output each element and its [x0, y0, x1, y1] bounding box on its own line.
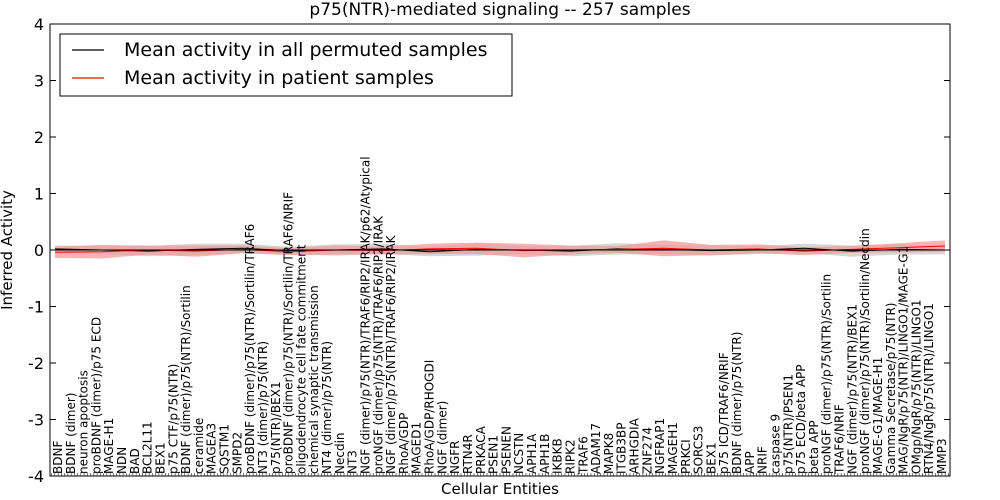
x-tick-label: ceramide [192, 418, 206, 474]
x-tick-label: NGF (dimer)/p75(NTR)/BEX1 [845, 304, 859, 474]
x-tick-label: BEX1 [153, 442, 167, 474]
x-tick-label: proBDNF (dimer)/p75(NTR)/Sortilin/TRAF6 [243, 224, 257, 474]
x-tick-label: ZNF274 [640, 427, 654, 474]
x-tick-label: MAGEH1 [666, 422, 680, 474]
x-tick-label: BAD [128, 448, 142, 474]
legend-label: Mean activity in patient samples [124, 67, 434, 89]
x-tick-label: MAGEA3 [205, 423, 219, 474]
x-tick-label: RIPK2 [563, 439, 577, 474]
y-tick-label: 0 [34, 241, 44, 260]
x-tick-label: NT4 (dimer)/p75(NTR) [320, 341, 334, 474]
x-tick-label: p75 ECD/beta APP [794, 365, 808, 475]
x-tick-label: p75(NTR)/PSEN1 [781, 374, 795, 474]
x-tick-label: IKBKB [551, 438, 565, 474]
x-tick-label: MAG/NgR/p75(NTR)/LINGO1/MAGE-G1 [897, 246, 911, 474]
x-tick-label: RhoA/GDP/RHOGDI [423, 360, 437, 474]
x-tick-label: caspase 9 [768, 414, 782, 474]
x-tick-label: APH1B [538, 434, 552, 474]
x-tick-label: APP [743, 451, 757, 474]
x-tick-label: p75(NTR)/BEX1 [269, 381, 283, 474]
y-tick-label: 4 [34, 15, 44, 34]
x-tick-label: neuron apoptosis [77, 370, 91, 474]
y-tick-label: 3 [34, 72, 44, 91]
x-tick-label: ARHGDIA [628, 417, 642, 474]
x-tick-label: NGFR [448, 440, 462, 474]
y-axis-label: Inferred Activity [0, 190, 16, 310]
x-tick-label: MAGE-H1 [102, 418, 116, 474]
y-tick-label: -4 [28, 467, 44, 486]
x-tick-label: BDNF (dimer) [64, 393, 78, 475]
x-tick-label: proBDNF (dimer)/p75(NTR)/Sortilin/TRAF6/… [282, 192, 296, 474]
x-tick-label: NGFRAP1 [653, 418, 667, 474]
x-tick-label: MAGED1 [410, 422, 424, 474]
x-tick-label: p75 ICD/TRAF6/NRIF [717, 352, 731, 474]
x-tick-label: PSEN1 [487, 435, 501, 474]
x-tick-label: RTN4R [461, 434, 475, 474]
x-tick-label: OMgp/NgR/p75(NTR)/LINGO1 [909, 299, 923, 474]
plot-frame [49, 23, 951, 477]
x-axis-label: Cellular Entities [441, 480, 559, 498]
x-tick-label: NGF (dimer)/p75(NTR)/TRAF6/RIP2/IRAK [384, 234, 398, 474]
y-tick-label: 2 [34, 128, 44, 147]
x-tick-label: NCSTN [512, 433, 526, 474]
x-tick-label: NDN [115, 447, 129, 474]
x-tick-label: APH1A [525, 433, 539, 474]
x-tick-label: BDNF (dimer)/p75(NTR)/Sortilin [179, 285, 193, 474]
y-tick-label: -3 [28, 411, 44, 430]
x-tick-label: chemical synaptic transmission [307, 285, 321, 474]
x-tick-label: proNGF (dimer)/p75(NTR)/Sortilin [820, 274, 834, 474]
legend-label: Mean activity in all permuted samples [124, 39, 487, 61]
x-tick-label: PSENEN [499, 426, 513, 474]
x-tick-label: proBDNF (dimer)/p75 ECD [89, 317, 103, 474]
chart-title: p75(NTR)-mediated signaling -- 257 sampl… [309, 0, 690, 20]
y-tick-label: 1 [34, 185, 44, 204]
x-tick-label: NT3 [346, 450, 360, 474]
x-tick-label: SORCS3 [692, 426, 706, 474]
x-tick-label: MMP3 [935, 438, 949, 474]
x-tick-label: beta APP [807, 420, 821, 474]
x-tick-label: BEX1 [704, 442, 718, 474]
x-tick-label: PRKACA [474, 425, 488, 474]
x-tick-label: ITGB3BP [615, 422, 629, 474]
x-tick-label: TRAF6/NRIF [833, 404, 847, 475]
legend-box [59, 33, 513, 97]
x-tick-label: MAPK8 [602, 433, 616, 474]
x-tick-label: NGF (dimer) [435, 401, 449, 474]
x-tick-label: Gamma Secretase/p75(NTR) [884, 303, 898, 474]
x-tick-label: RTN4/NgR/p75(NTR)/LINGO1 [922, 303, 936, 474]
x-tick-label: NRIF [756, 446, 770, 474]
y-tick-label: -2 [28, 354, 44, 373]
x-tick-label: Necdin [333, 432, 347, 474]
x-tick-label: ADAM17 [589, 423, 603, 474]
x-tick-label: proNGF (dimer)/p75(NTR)/TRAF6/RIP2/IRAK [371, 215, 385, 474]
x-tick-label: MAGE-G1/MAGE-H1 [871, 357, 885, 474]
y-ticks: 4 3 2 1 0 -1 -2 -3 -4 [28, 15, 950, 486]
x-tick-label: BDNF (dimer)/p75(NTR) [730, 332, 744, 474]
x-tick-label: NT3 (dimer)/p75(NTR) [256, 341, 270, 474]
x-tick-label: PRKCI [679, 439, 693, 474]
x-tick-label: SQSTM1 [218, 424, 232, 474]
x-tick-label: proNGF (dimer)/p75(NTR)/Sortilin/Necdin [858, 228, 872, 474]
x-tick-label: p75 CTF/p75(NTR) [166, 364, 180, 474]
series-lines [50, 245, 950, 253]
x-tick-label: BDNF [51, 441, 65, 474]
x-tick-label: BCL2L11 [141, 421, 155, 474]
x-tick-label: RhoA/GDP [397, 413, 411, 474]
x-tick-label: TRAF6 [576, 436, 590, 475]
x-tick-label: SMPD2 [230, 432, 244, 474]
x-tick-label: NGF (dimer)/p75(NTR)/TRAF6/RIP2/IRAK/p62… [358, 156, 372, 474]
legend: Mean activity in all permuted samples Mea… [59, 33, 513, 97]
series-line [54, 245, 946, 253]
y-tick-label: -1 [28, 298, 44, 317]
x-tick-label: oligodendrocyte cell fate commitment [294, 244, 308, 474]
